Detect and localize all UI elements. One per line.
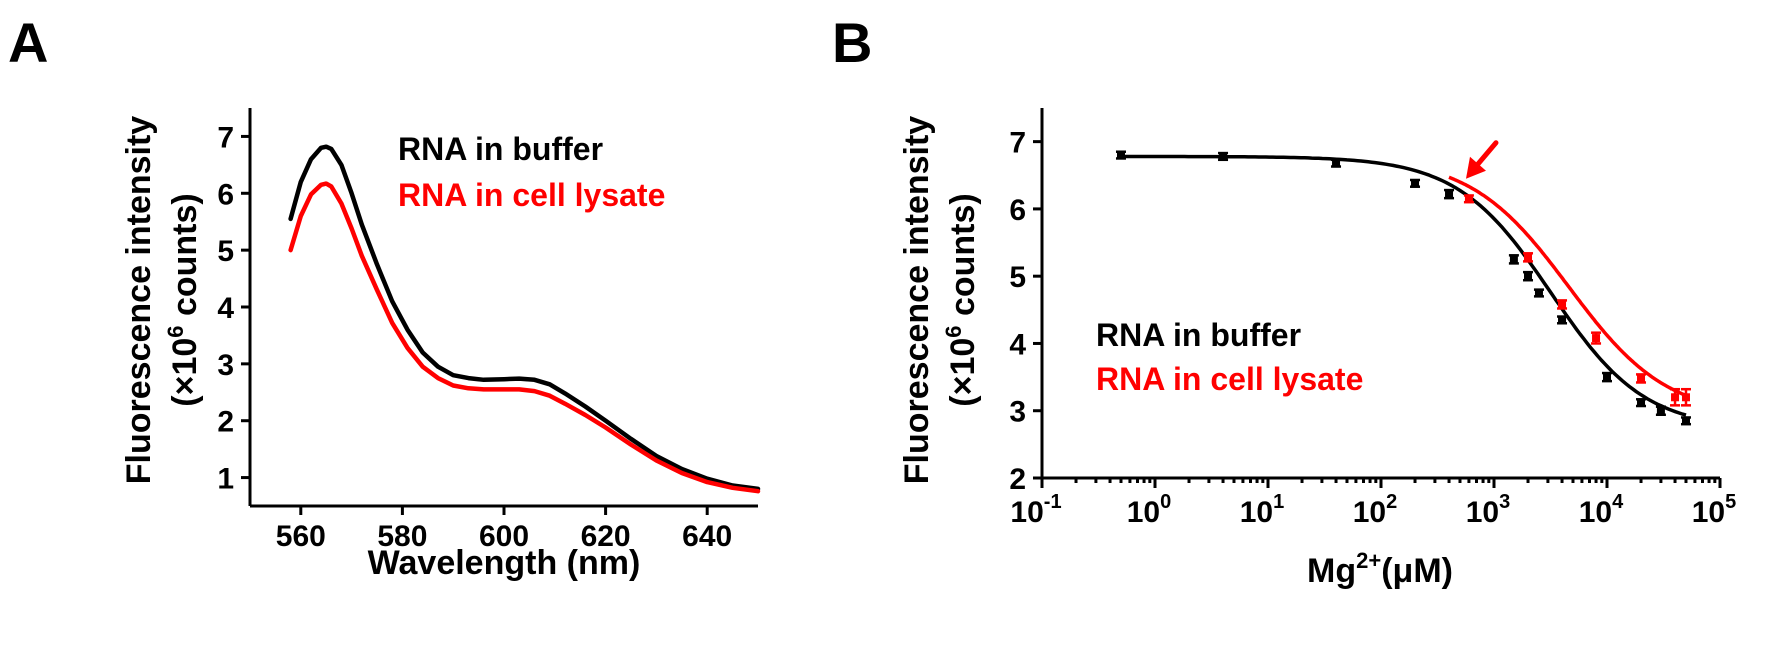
chart-b-y-label-line1: Fluorescence intensity [898, 116, 936, 485]
chart-b-x-ticks: 10-1 100 101 102 103 104 105 [1010, 478, 1736, 529]
chart-b-data-point [1445, 190, 1454, 199]
chart-b-x-tick-label: 105 [1692, 491, 1737, 529]
chart-a-y-tick-label: 6 [217, 178, 234, 211]
chart-a-series-line-1 [288, 181, 761, 494]
chart-b-arrow-head [1465, 156, 1486, 179]
chart-a-y-label-line1: Fluorescence intensity [120, 116, 158, 485]
chart-b-data-point [1411, 179, 1420, 188]
chart-a-y-tick-label: 5 [217, 235, 234, 268]
chart-b-data-point [1558, 300, 1567, 309]
chart-b-data-point [1637, 398, 1646, 407]
chart-a-x-tick-label: 640 [682, 520, 732, 553]
chart-a-y-tick-label: 2 [217, 406, 234, 439]
chart-b-data-point [1558, 315, 1567, 324]
chart-b-fit-line-1 [1448, 175, 1687, 398]
chart-b-data-point [1681, 416, 1690, 425]
chart-b-x-tick-label: 100 [1127, 491, 1172, 529]
chart-b-data-point [1524, 272, 1533, 281]
chart-b-data-point [1592, 334, 1601, 343]
chart-b-y-label-line2: (×106 counts) [941, 193, 982, 406]
chart-b-fit-line-0 [1121, 154, 1687, 417]
chart-a-series [288, 144, 761, 494]
chart-a-y-tick-label: 3 [217, 349, 234, 382]
chart-b-x-tick-label: 102 [1353, 491, 1398, 529]
chart-b-y-tick-label: 3 [1009, 396, 1026, 429]
chart-b-data-point [1219, 152, 1228, 161]
chart-b-x-tick-label: 104 [1579, 491, 1624, 529]
chart-b: 10-1 100 101 102 103 104 105 2 3 4 5 6 7 Mg2+(μM) F… [898, 108, 1736, 590]
chart-b-data-point [1603, 373, 1611, 382]
chart-a-y-tick-label: 7 [217, 121, 234, 154]
chart-b-red-arrow [1465, 140, 1499, 179]
chart-b-x-label: Mg2+(μM) [1307, 548, 1453, 590]
chart-b-data-point [1681, 393, 1690, 402]
chart-a-y-tick-label: 1 [217, 463, 234, 496]
chart-b-y-ticks: 2 3 4 5 6 7 [1009, 127, 1042, 496]
chart-a-legend-lysate: RNA in cell lysate [398, 177, 665, 213]
chart-b-data-point [1524, 253, 1533, 262]
chart-b-y-tick-label: 6 [1009, 194, 1026, 227]
chart-b-x-tick-label: 101 [1240, 491, 1285, 529]
chart-b-data-point [1656, 406, 1665, 415]
chart-b-x-tick-label: 10-1 [1010, 491, 1061, 529]
chart-b-y-tick-label: 4 [1009, 328, 1026, 361]
chart-b-series [1115, 150, 1691, 426]
chart-b-y-tick-label: 2 [1009, 463, 1026, 496]
chart-b-data-point [1116, 151, 1125, 160]
chart-a-legend-buffer: RNA in buffer [398, 131, 603, 167]
chart-a-x-tick-label: 620 [581, 520, 631, 553]
chart-b-data-point [1509, 255, 1518, 264]
chart-b-legend-lysate: RNA in cell lysate [1096, 361, 1363, 397]
chart-a-y-label-line2: (×106 counts) [163, 193, 204, 406]
chart-a-y-ticks: 1 2 3 4 5 6 7 [217, 121, 250, 496]
chart-b-data-point [1637, 374, 1646, 383]
chart-a-series-line-0 [288, 144, 761, 492]
panel-label-b: B [832, 11, 872, 74]
chart-b-data-point [1464, 194, 1473, 203]
chart-b-data-point [1671, 393, 1680, 402]
chart-a-x-tick-label: 600 [479, 520, 529, 553]
panel-label-a: A [8, 11, 48, 74]
chart-b-data-point [1534, 289, 1543, 297]
chart-b-x-tick-label: 103 [1466, 491, 1511, 529]
chart-a-x-label: Wavelength (nm) [368, 544, 641, 582]
chart-a-y-tick-label: 4 [217, 292, 234, 325]
chart-a-x-tick-label: 580 [377, 520, 427, 553]
chart-b-data-point [1332, 159, 1341, 168]
chart-a-x-tick-label: 560 [276, 520, 326, 553]
chart-b-legend-buffer: RNA in buffer [1096, 317, 1301, 353]
chart-a-x-ticks: 560 580 600 620 640 [276, 506, 732, 553]
chart-b-y-tick-label: 7 [1009, 127, 1026, 160]
chart-b-y-tick-label: 5 [1009, 261, 1026, 294]
